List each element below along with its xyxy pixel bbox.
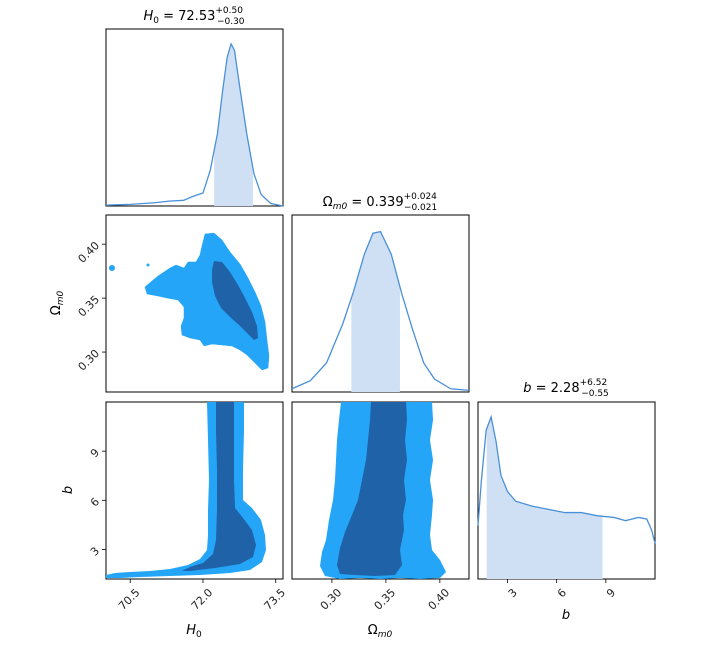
x-tick-label: 73.5 bbox=[262, 586, 289, 613]
contours-om-h0 bbox=[109, 232, 270, 371]
contour-b-h0-inner bbox=[182, 402, 256, 571]
contour-om-h0-inner bbox=[212, 261, 258, 340]
y-tick-label: 3 bbox=[88, 544, 102, 558]
y-tick-label: 0.40 bbox=[76, 239, 103, 266]
x-tick-label: 3 bbox=[506, 586, 520, 600]
density-line bbox=[477, 414, 656, 544]
panel-h0-marginal bbox=[105, 28, 284, 207]
y-tick-label: 0.30 bbox=[76, 347, 103, 374]
xlabel-b: b bbox=[562, 608, 570, 623]
panel-b-h0 bbox=[105, 401, 284, 580]
density-line bbox=[105, 42, 284, 207]
x-tick-label: 0.35 bbox=[372, 586, 399, 613]
title-h0: H0 = 72.53+0.50 −0.30 bbox=[143, 6, 244, 27]
title-b: b = 2.28+6.52 −0.55 bbox=[523, 378, 609, 399]
credible-band bbox=[351, 231, 400, 392]
contour-om-h0-outer bbox=[144, 232, 270, 371]
contour-b-om-inner bbox=[337, 402, 407, 576]
x-tick-label: 72.0 bbox=[189, 586, 216, 613]
title-om: Ωm0 = 0.339+0.024 −0.021 bbox=[323, 192, 437, 213]
x-tick-label: 0.40 bbox=[426, 586, 453, 613]
y-tick-label: 9 bbox=[88, 446, 102, 460]
ylabel-om: Ωm0 bbox=[49, 291, 66, 316]
xlabel-om: Ωm0 bbox=[368, 623, 393, 640]
marginal-h0 bbox=[105, 42, 284, 207]
xlabel-h0: H0 bbox=[186, 623, 202, 640]
x-tick-label: 6 bbox=[555, 586, 569, 600]
contours-b-om bbox=[320, 402, 446, 579]
contours-b-h0 bbox=[106, 402, 266, 578]
credible-band bbox=[486, 417, 603, 579]
x-tick-label: 9 bbox=[604, 586, 618, 600]
y-tick-label: 0.35 bbox=[76, 293, 103, 320]
y-tick-label: 6 bbox=[88, 495, 102, 509]
x-tick-label: 0.30 bbox=[318, 586, 345, 613]
marginal-b bbox=[477, 414, 656, 579]
credible-band bbox=[214, 44, 253, 206]
marginal-om bbox=[291, 230, 470, 392]
ylabel-b: b bbox=[61, 486, 76, 494]
x-tick-label: 70.5 bbox=[116, 586, 143, 613]
panel-om-h0 bbox=[105, 214, 284, 393]
density-line bbox=[291, 230, 470, 392]
